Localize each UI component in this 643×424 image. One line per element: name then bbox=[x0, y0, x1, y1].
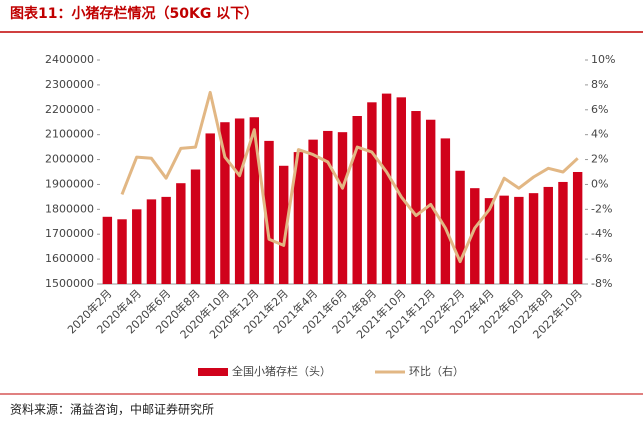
bar bbox=[132, 209, 142, 284]
bar bbox=[190, 169, 201, 284]
bar bbox=[514, 196, 524, 284]
bar bbox=[455, 170, 465, 284]
bar bbox=[308, 139, 318, 284]
legend-label: 环比（右） bbox=[409, 364, 464, 378]
y2-tick-label: 8% bbox=[591, 78, 608, 91]
y-tick-label: 1800000 bbox=[45, 202, 94, 215]
y-tick-label: 2100000 bbox=[45, 128, 94, 141]
y2-tick-label: 4% bbox=[591, 128, 608, 141]
y2-tick-label: 10% bbox=[591, 53, 615, 66]
y2-tick-label: -4% bbox=[591, 227, 612, 240]
y-tick-label: 2400000 bbox=[45, 53, 94, 66]
bar bbox=[396, 97, 406, 284]
bar bbox=[264, 140, 274, 284]
bar bbox=[205, 133, 215, 284]
bar bbox=[470, 188, 480, 284]
bar bbox=[425, 119, 436, 284]
bar bbox=[572, 172, 583, 284]
bar bbox=[234, 118, 245, 284]
bar bbox=[293, 152, 304, 284]
y2-tick-label: 6% bbox=[591, 103, 608, 116]
bar bbox=[146, 199, 157, 284]
chart-title: 图表11：小猪存栏情况（50KG 以下） bbox=[10, 5, 258, 22]
bar bbox=[220, 122, 230, 284]
bar bbox=[381, 93, 392, 284]
bar bbox=[249, 117, 260, 284]
bar bbox=[352, 116, 362, 284]
line bbox=[120, 90, 579, 264]
bar bbox=[117, 219, 127, 284]
bar bbox=[102, 216, 113, 284]
y2-tick-label: -8% bbox=[591, 277, 612, 290]
bar bbox=[411, 111, 421, 285]
y-tick-label: 1900000 bbox=[45, 177, 94, 190]
y-tick-label: 1600000 bbox=[45, 252, 94, 265]
bar bbox=[323, 130, 333, 284]
y2-tick-label: -6% bbox=[591, 252, 612, 265]
bar bbox=[484, 198, 495, 284]
bar bbox=[499, 195, 509, 284]
y-tick-label: 1700000 bbox=[45, 227, 94, 240]
bar bbox=[543, 186, 553, 284]
bar bbox=[161, 196, 171, 284]
y-tick-label: 2200000 bbox=[45, 103, 94, 116]
bar bbox=[337, 132, 348, 284]
y-tick-label: 2000000 bbox=[45, 153, 94, 166]
y2-tick-label: 0% bbox=[591, 177, 608, 190]
y-tick-label: 2300000 bbox=[45, 78, 94, 91]
legend-label: 全国小猪存栏（头） bbox=[232, 364, 331, 378]
bar bbox=[528, 193, 539, 284]
y2-tick-label: 2% bbox=[591, 153, 608, 166]
bar bbox=[279, 165, 289, 284]
source: 资料来源：涌益咨询，中邮证券研究所 bbox=[10, 402, 214, 417]
bar bbox=[558, 181, 568, 284]
bar bbox=[367, 102, 377, 284]
bar bbox=[440, 138, 451, 284]
y2-tick-label: -2% bbox=[591, 202, 612, 215]
bar bbox=[176, 183, 186, 284]
legend-swatch bbox=[198, 368, 228, 376]
y-tick-label: 1500000 bbox=[45, 277, 94, 290]
